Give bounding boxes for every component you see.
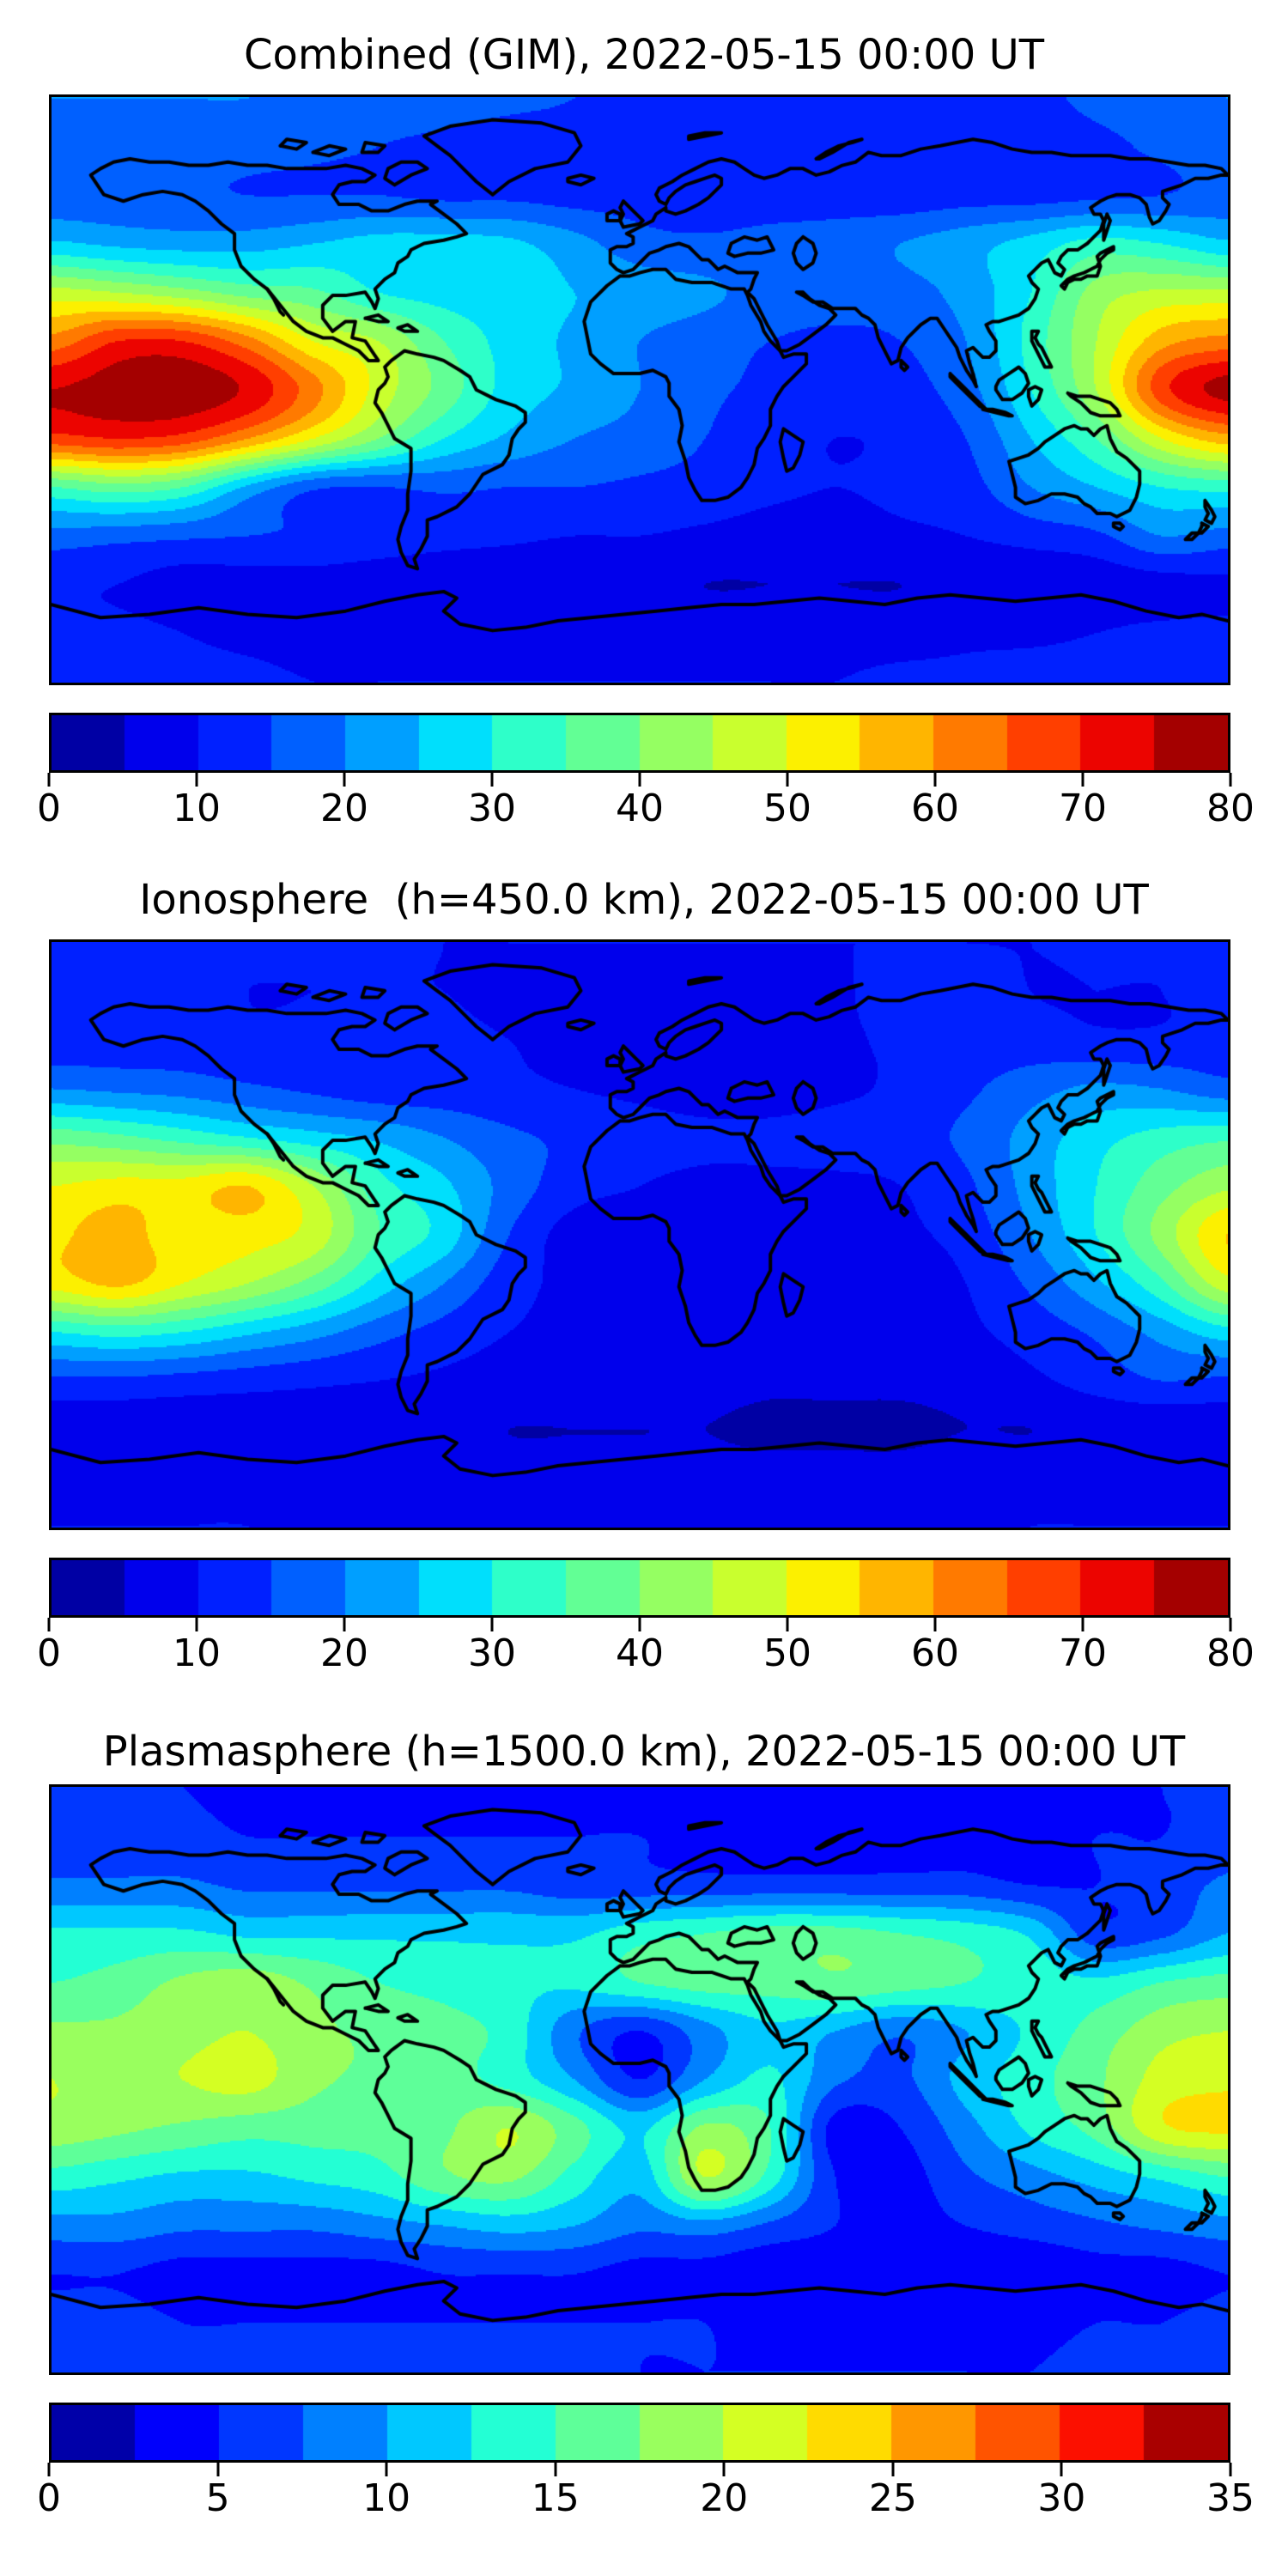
- colorbar-canvas-ionosphere: [52, 1560, 1228, 1615]
- colorbar-tick: [933, 773, 937, 787]
- colorbar-tick-label: 15: [531, 2476, 580, 2520]
- colorbar-ticks-ionosphere: 0 10 20 30 40 50 60 70 80: [37, 1618, 1255, 1686]
- colorbar-tick: [216, 2463, 220, 2476]
- world-map-canvas-ionosphere: [52, 942, 1228, 1528]
- colorbar-tick: [1060, 2463, 1063, 2476]
- panel-title-combined: Combined (GIM), 2022-05-15 00:00 UT: [243, 31, 1045, 79]
- colorbar-canvas-combined: [52, 715, 1228, 770]
- colorbar-tick: [47, 773, 51, 787]
- colorbar-tick: [195, 1618, 198, 1631]
- panel-title-plasmasphere: Plasmasphere (h=1500.0 km), 2022-05-15 0…: [102, 1728, 1186, 1776]
- colorbar-tick-label: 50: [763, 787, 811, 830]
- colorbar-tick-label: 60: [911, 787, 959, 830]
- colorbar-tick-label: 80: [1206, 1631, 1255, 1675]
- colorbar-tick: [385, 2463, 388, 2476]
- colorbar-plasmasphere: [49, 2403, 1230, 2463]
- colorbar-tick-label: 40: [616, 1631, 664, 1675]
- colorbar-tick: [1081, 773, 1084, 787]
- colorbar-tick-label: 30: [468, 1631, 516, 1675]
- colorbar-tick: [343, 1618, 346, 1631]
- colorbar-tick: [490, 773, 494, 787]
- panel-title-ionosphere: Ionosphere (h=450.0 km), 2022-05-15 00:0…: [139, 876, 1149, 924]
- colorbar-tick-label: 35: [1206, 2476, 1255, 2520]
- colorbar-tick-label: 70: [1059, 787, 1107, 830]
- colorbar-tick-label: 30: [1037, 2476, 1086, 2520]
- colorbar-tick-label: 10: [173, 787, 221, 830]
- colorbar-tick-label: 0: [37, 787, 61, 830]
- colorbar-tick: [1229, 1618, 1232, 1631]
- colorbar-ticks-plasmasphere: 0 5 10 15 20 25 30 35: [37, 2463, 1255, 2531]
- colorbar-tick: [554, 2463, 557, 2476]
- colorbar-tick-label: 10: [173, 1631, 221, 1675]
- colorbar-tick: [891, 2463, 895, 2476]
- colorbar-tick-label: 20: [320, 1631, 368, 1675]
- colorbar-tick-label: 10: [362, 2476, 411, 2520]
- colorbar-tick-label: 70: [1059, 1631, 1107, 1675]
- colorbar-tick-label: 20: [700, 2476, 749, 2520]
- world-map-canvas-combined: [52, 97, 1228, 683]
- colorbar-tick-label: 30: [468, 787, 516, 830]
- world-map-canvas-plasmasphere: [52, 1787, 1228, 2372]
- colorbar-ionosphere: [49, 1558, 1230, 1618]
- colorbar-tick: [343, 773, 346, 787]
- world-map-plasmasphere: [49, 1784, 1230, 2375]
- colorbar-tick: [47, 2463, 51, 2476]
- colorbar-tick-label: 40: [616, 787, 664, 830]
- colorbar-tick-label: 20: [320, 787, 368, 830]
- colorbar-tick-label: 25: [868, 2476, 917, 2520]
- colorbar-combined: [49, 713, 1230, 773]
- colorbar-tick: [1081, 1618, 1084, 1631]
- colorbar-tick-label: 5: [205, 2476, 230, 2520]
- colorbar-tick: [490, 1618, 494, 1631]
- colorbar-tick: [638, 1618, 641, 1631]
- world-map-combined: [49, 94, 1230, 685]
- colorbar-tick-label: 60: [911, 1631, 959, 1675]
- world-map-ionosphere: [49, 939, 1230, 1530]
- colorbar-tick-label: 0: [37, 2476, 61, 2520]
- colorbar-tick-label: 0: [37, 1631, 61, 1675]
- colorbar-tick: [933, 1618, 937, 1631]
- colorbar-tick: [638, 773, 641, 787]
- colorbar-tick: [1229, 2463, 1232, 2476]
- colorbar-tick-label: 50: [763, 1631, 811, 1675]
- colorbar-tick: [722, 2463, 726, 2476]
- colorbar-tick: [786, 1618, 789, 1631]
- colorbar-tick: [47, 1618, 51, 1631]
- colorbar-tick: [1229, 773, 1232, 787]
- colorbar-tick: [195, 773, 198, 787]
- colorbar-ticks-combined: 0 10 20 30 40 50 60 70 80: [37, 773, 1255, 841]
- colorbar-tick: [786, 773, 789, 787]
- colorbar-tick-label: 80: [1206, 787, 1255, 830]
- colorbar-canvas-plasmasphere: [52, 2405, 1228, 2460]
